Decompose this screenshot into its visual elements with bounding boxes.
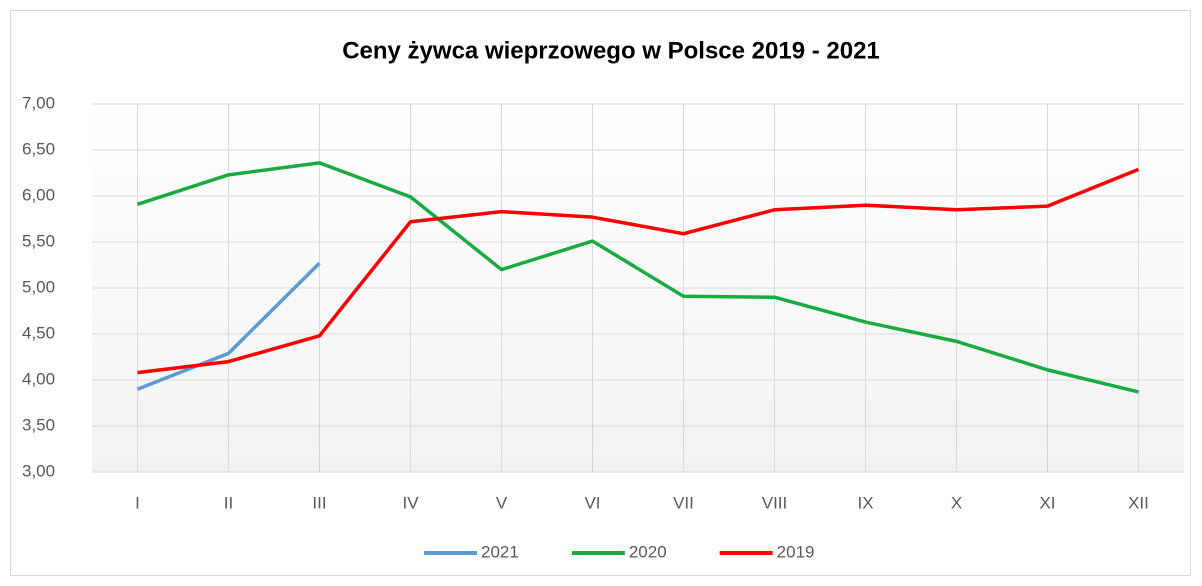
x-tick-label: IX [857, 493, 873, 512]
x-tick-label: VIII [762, 493, 788, 512]
x-tick-label: VII [673, 493, 694, 512]
x-tick-label: II [224, 493, 233, 512]
y-tick-label: 5,50 [22, 231, 55, 250]
x-tick-label: V [496, 493, 508, 512]
legend-label: 2021 [481, 542, 519, 561]
y-tick-label: 4,00 [22, 369, 55, 388]
y-tick-label: 3,00 [22, 461, 55, 480]
line-series [136, 261, 321, 391]
y-tick-label: 3,50 [22, 415, 55, 434]
x-tick-label: III [312, 493, 326, 512]
line-series [137, 167, 1140, 375]
y-tick-label: 6,50 [22, 139, 55, 158]
y-tick-label: 4,50 [22, 323, 55, 342]
x-tick-label: XII [1128, 493, 1149, 512]
x-tick-label: I [135, 493, 140, 512]
chart-title: Ceny żywca wieprzowego w Polsce 2019 - 2… [342, 37, 880, 64]
line-series [136, 161, 1139, 394]
y-tick-label: 5,00 [22, 277, 55, 296]
y-tick-label: 7,00 [22, 93, 55, 112]
x-tick-label: IV [402, 493, 419, 512]
legend-label: 2019 [777, 542, 815, 561]
x-tick-label: XI [1039, 493, 1055, 512]
x-tick-label: X [951, 493, 962, 512]
x-tick-label: VI [584, 493, 600, 512]
y-tick-label: 6,00 [22, 185, 55, 204]
legend-label: 2020 [629, 542, 667, 561]
